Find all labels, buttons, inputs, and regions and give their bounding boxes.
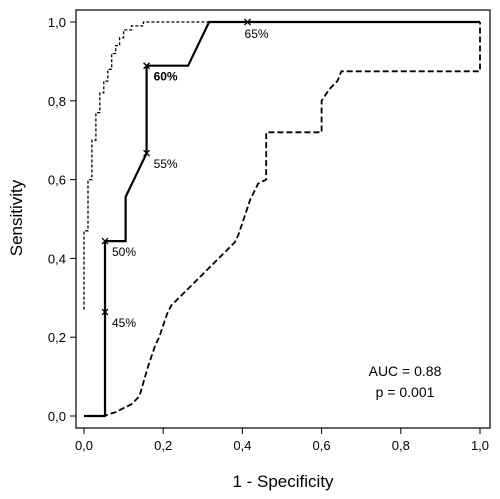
y-tick-label: 0,6 <box>48 173 66 188</box>
threshold-marker <box>101 308 109 316</box>
y-axis-title: Sensitivity <box>7 179 26 256</box>
x-tick-label: 0,8 <box>392 438 410 453</box>
threshold-label: 55% <box>154 157 178 171</box>
y-tick-label: 0,2 <box>48 330 66 345</box>
x-tick-label: 0,0 <box>75 438 93 453</box>
x-axis-ticks: 0,0 0,2 0,4 0,6 0,8 1,0 <box>75 428 489 453</box>
x-tick-label: 0,6 <box>313 438 331 453</box>
y-axis-ticks: 0,0 0,2 0,4 0,6 0,8 1,0 <box>48 15 76 424</box>
x-tick-label: 0,4 <box>233 438 251 453</box>
threshold-label: 45% <box>112 316 136 330</box>
threshold-marker <box>143 62 151 70</box>
threshold-marker <box>143 149 151 157</box>
y-tick-label: 1,0 <box>48 15 66 30</box>
threshold-marker <box>101 237 109 245</box>
threshold-marker <box>244 18 252 26</box>
roc-curve-short-dash <box>83 21 480 310</box>
threshold-label: 60% <box>154 70 178 84</box>
p-value-annotation: p = 0.001 <box>376 384 435 400</box>
x-tick-label: 1,0 <box>471 438 489 453</box>
x-tick-label: 0,2 <box>154 438 172 453</box>
threshold-label: 65% <box>245 27 269 41</box>
auc-annotation: AUC = 0.88 <box>369 363 442 379</box>
marker-layer: 45% 50% 55% 60% 65% <box>101 18 269 330</box>
plot-frame <box>75 9 491 429</box>
y-tick-label: 0,0 <box>48 409 66 424</box>
x-axis-title: 1 - Specificity <box>232 472 334 491</box>
roc-curve-long-dash <box>84 22 481 417</box>
series-layer <box>83 20 481 418</box>
roc-curve-solid <box>84 20 480 418</box>
threshold-label: 50% <box>112 245 136 259</box>
y-tick-label: 0,8 <box>48 94 66 109</box>
y-tick-label: 0,4 <box>48 251 66 266</box>
